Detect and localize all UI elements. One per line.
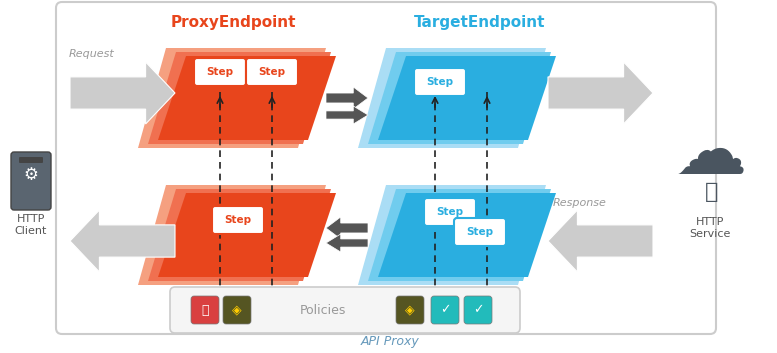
Polygon shape xyxy=(158,56,336,140)
Text: HTTP
Client: HTTP Client xyxy=(15,214,47,236)
Text: HTTP
Service: HTTP Service xyxy=(689,217,730,239)
Text: Step: Step xyxy=(466,227,493,237)
FancyBboxPatch shape xyxy=(194,58,246,86)
Text: Step: Step xyxy=(427,77,454,87)
Text: Step: Step xyxy=(225,215,252,225)
Polygon shape xyxy=(148,52,331,144)
Polygon shape xyxy=(138,185,326,285)
FancyBboxPatch shape xyxy=(223,296,251,324)
FancyBboxPatch shape xyxy=(56,2,716,334)
Polygon shape xyxy=(148,189,331,281)
FancyBboxPatch shape xyxy=(464,296,492,324)
Text: Step: Step xyxy=(259,67,286,77)
Text: 🏭: 🏭 xyxy=(706,182,719,202)
Text: ProxyEndpoint: ProxyEndpoint xyxy=(170,14,296,30)
FancyBboxPatch shape xyxy=(414,68,466,96)
Polygon shape xyxy=(378,56,556,140)
Text: ⚙: ⚙ xyxy=(23,166,38,184)
Text: ☁: ☁ xyxy=(674,120,746,190)
Text: ◈: ◈ xyxy=(405,304,415,317)
Polygon shape xyxy=(378,193,556,277)
FancyBboxPatch shape xyxy=(212,206,264,234)
Polygon shape xyxy=(70,62,175,124)
Polygon shape xyxy=(548,210,653,272)
Text: Step: Step xyxy=(207,67,234,77)
FancyBboxPatch shape xyxy=(11,152,51,210)
Text: Policies: Policies xyxy=(300,304,347,317)
Text: ◈: ◈ xyxy=(232,304,242,317)
Polygon shape xyxy=(158,193,336,277)
FancyBboxPatch shape xyxy=(246,58,298,86)
Text: API Proxy: API Proxy xyxy=(361,335,420,348)
Polygon shape xyxy=(326,106,368,124)
FancyBboxPatch shape xyxy=(191,296,219,324)
Polygon shape xyxy=(358,185,546,285)
Polygon shape xyxy=(368,52,551,144)
Text: Step: Step xyxy=(437,207,464,217)
Text: Request: Request xyxy=(69,49,115,59)
Text: 🔒: 🔒 xyxy=(201,304,209,317)
Text: TargetEndpoint: TargetEndpoint xyxy=(414,14,545,30)
Polygon shape xyxy=(358,48,546,148)
Text: ✓: ✓ xyxy=(440,304,450,317)
Polygon shape xyxy=(548,62,653,124)
Polygon shape xyxy=(70,210,175,272)
FancyBboxPatch shape xyxy=(396,296,424,324)
FancyBboxPatch shape xyxy=(424,198,476,226)
Polygon shape xyxy=(326,234,368,252)
Polygon shape xyxy=(326,87,368,109)
Polygon shape xyxy=(368,189,551,281)
Text: Response: Response xyxy=(553,198,607,208)
FancyBboxPatch shape xyxy=(19,157,43,163)
FancyBboxPatch shape xyxy=(454,218,506,246)
Polygon shape xyxy=(326,217,368,239)
FancyBboxPatch shape xyxy=(431,296,459,324)
Text: ✓: ✓ xyxy=(472,304,483,317)
FancyBboxPatch shape xyxy=(170,287,520,333)
Polygon shape xyxy=(138,48,326,148)
